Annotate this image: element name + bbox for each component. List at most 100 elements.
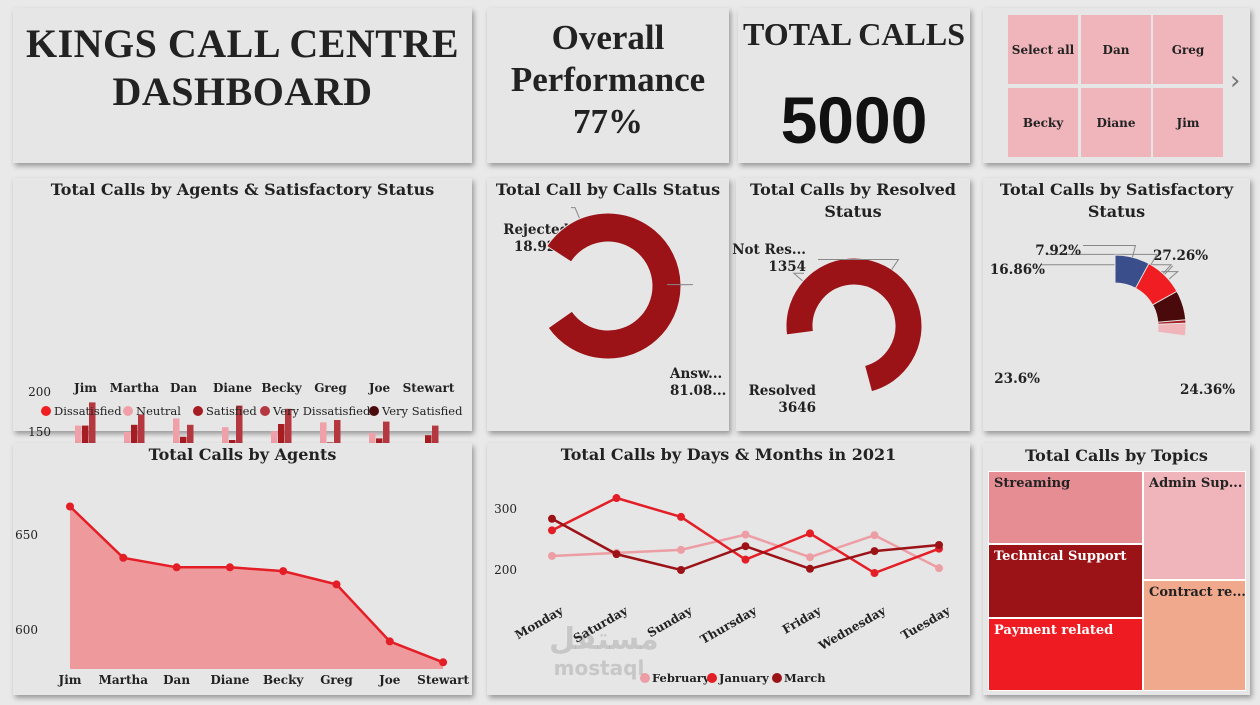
x-tick-label: Diane xyxy=(213,381,252,395)
x-tick-label: Stewart xyxy=(403,381,455,395)
agents-satisfaction-title: Total Calls by Agents & Satisfactory Sta… xyxy=(50,180,435,199)
area-point-greg xyxy=(332,580,341,589)
x-tick-label: Martha xyxy=(110,381,160,395)
treemap-streaming[interactable]: Streaming xyxy=(988,471,1143,544)
dashboard-title: KINGS CALL CENTRE DASHBOARD xyxy=(25,21,460,114)
slicer-item-select-all[interactable]: Select all xyxy=(1008,15,1078,84)
satisfactory-status-title: Total Calls by Satisfactory Status xyxy=(999,180,1234,221)
point-march-monday xyxy=(548,514,556,523)
area-point-martha xyxy=(119,553,128,562)
legend-marker-dissatisfied xyxy=(41,406,51,416)
treemap-contract-related[interactable]: Contract re... xyxy=(1143,580,1246,691)
point-february-friday xyxy=(806,553,814,562)
point-january-friday xyxy=(806,529,814,538)
y-tick-label: 200 xyxy=(494,563,517,577)
donut-label-1-1: 81.08... xyxy=(670,383,726,399)
slicer-item-dan[interactable]: Dan xyxy=(1081,15,1151,84)
legend-label: Satisfied xyxy=(206,404,257,418)
satisfactory-status-card: Total Calls by Satisfactory Status 27.26… xyxy=(983,178,1250,431)
topics-title: Total Calls by Topics xyxy=(1025,446,1208,465)
total-calls-card: TOTAL CALLS 5000 xyxy=(738,8,970,163)
slicer-item-diane[interactable]: Diane xyxy=(1081,88,1151,157)
x-tick-label: Becky xyxy=(263,673,304,687)
calls-by-agents-title: Total Calls by Agents xyxy=(148,445,337,464)
agent-slicer-card: Select all Dan Greg Becky Diane Jim › xyxy=(983,8,1250,163)
point-january-monday xyxy=(548,526,556,535)
call-status-donut: Rejected18.92%Answ...81.08... xyxy=(503,207,726,399)
y-tick-label: 300 xyxy=(494,502,517,516)
slicer-item-jim[interactable]: Jim xyxy=(1153,88,1223,157)
y-tick-label: 150 xyxy=(28,425,51,439)
x-tick-label: Joe xyxy=(378,673,401,687)
slicer-item-greg[interactable]: Greg xyxy=(1153,15,1223,84)
point-march-sunday xyxy=(677,566,685,574)
title-card: KINGS CALL CENTRE DASHBOARD xyxy=(13,8,472,163)
leader-line-1 xyxy=(818,258,900,270)
point-february-thursday xyxy=(741,530,750,539)
point-february-wednesday xyxy=(870,531,879,540)
donut-label-4-0: 7.92% xyxy=(1035,243,1081,259)
x-tick-label: Friday xyxy=(780,603,825,637)
point-january-saturday xyxy=(612,494,621,503)
donut-label-3-0: 16.86% xyxy=(990,262,1045,278)
x-tick-label: Wednesday xyxy=(815,603,889,654)
treemap-technical-support[interactable]: Technical Support xyxy=(988,544,1143,618)
y-tick-label: 650 xyxy=(15,528,38,542)
donut-slice-1 xyxy=(785,257,923,393)
area-line xyxy=(69,505,444,664)
x-tick-label: Dan xyxy=(170,381,197,395)
donut-label-1-0: 24.36% xyxy=(1180,382,1235,398)
treemap-payment-related[interactable]: Payment related xyxy=(988,618,1143,691)
legend-marker-january xyxy=(707,673,717,683)
leader-line-4 xyxy=(1083,245,1137,258)
performance-kpi: Overall Performance 77% xyxy=(487,17,729,143)
x-tick-label: Jim xyxy=(73,381,97,395)
area-point-diane xyxy=(225,563,234,572)
x-tick-label: Jim xyxy=(58,673,82,687)
x-tick-label: Thursday xyxy=(698,603,760,647)
donut-label-0-0: Not Res... xyxy=(732,242,806,258)
agents-satisfaction-card: Total Calls by Agents & Satisfactory Sta… xyxy=(13,178,472,559)
legend-label: March xyxy=(784,671,826,685)
topics-card: Total Calls by Topics Streaming Technica… xyxy=(983,443,1250,695)
total-calls-value: 5000 xyxy=(780,83,928,157)
calls-by-agents-card: Total Calls by Agents Jim Martha Dan Diane B… xyxy=(13,443,472,695)
legend-marker-satisfied xyxy=(193,406,203,416)
watermark: مستقل mostaql xyxy=(549,623,659,680)
x-tick-label: Martha xyxy=(99,673,149,687)
donut-label-1-0: Resolved xyxy=(749,383,817,399)
days-months-card: Total Calls by Days & Months in 2021 200… xyxy=(487,443,970,695)
point-february-sunday xyxy=(677,545,685,554)
leader-line-0 xyxy=(792,272,804,282)
area-point-stewart xyxy=(439,658,448,667)
legend-marker-very-satisfied xyxy=(369,406,379,416)
y-tick-label: 600 xyxy=(15,623,38,637)
x-tick-label: Joe xyxy=(368,381,391,395)
area-point-joe xyxy=(385,637,394,646)
days-months-title: Total Calls by Days & Months in 2021 xyxy=(560,445,897,464)
performance-card: Overall Performance 77% xyxy=(487,8,729,163)
donut-slice-1 xyxy=(546,212,682,360)
point-march-friday xyxy=(806,564,814,573)
donut-slice-4 xyxy=(1114,254,1150,289)
point-february-tuesday xyxy=(935,564,943,573)
x-tick-label: Greg xyxy=(314,381,347,395)
x-tick-label: Dan xyxy=(163,673,190,687)
legend-label: Very Satisfied xyxy=(381,404,463,418)
donut-label-0-0: Rejected xyxy=(503,222,569,238)
legend-marker-february xyxy=(640,673,650,683)
x-tick-label: Greg xyxy=(320,673,353,687)
donut-label-2-0: 23.6% xyxy=(994,371,1040,387)
legend-label: Neutral xyxy=(136,404,181,418)
donut-label-1-1: 3646 xyxy=(778,400,816,416)
resolved-status-title: Total Calls by Resolved Status xyxy=(750,180,956,221)
x-tick-label: Stewart xyxy=(417,673,469,687)
chevron-right-icon[interactable]: › xyxy=(1230,66,1241,96)
leader-line-2 xyxy=(1041,264,1173,274)
satisfactory-status-donut: 27.26% 24.36% 23.6% 16.86% 7.92% xyxy=(990,243,1235,398)
treemap-admin-support[interactable]: Admin Sup... xyxy=(1143,471,1246,580)
area-fill xyxy=(70,506,444,669)
slicer-item-becky[interactable]: Becky xyxy=(1008,88,1078,157)
leader-line-3 xyxy=(1047,253,1158,265)
